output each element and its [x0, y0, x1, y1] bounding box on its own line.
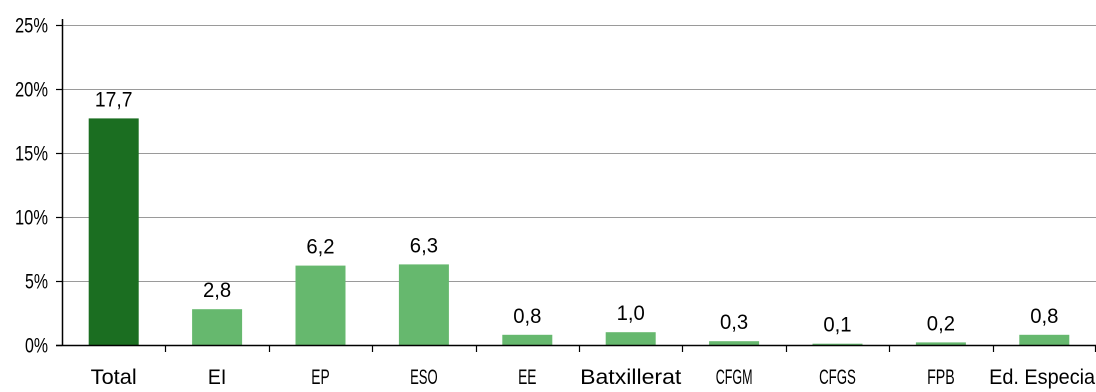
y-tick-label: 5% [25, 271, 48, 294]
x-tick-label: FPB [927, 366, 955, 389]
x-tick-label: Ed. Especial [989, 366, 1096, 389]
y-tick-label: 15% [15, 143, 48, 166]
x-tick-label: CFGM [716, 366, 753, 389]
data-label: 1,0 [617, 302, 645, 325]
x-tick-label: EP [311, 366, 329, 389]
x-tick-label: EI [208, 366, 226, 389]
x-tick-label: Batxillerat [580, 366, 681, 389]
data-label: 6,3 [410, 234, 438, 257]
data-label: 0,8 [513, 305, 541, 328]
bar-ep [295, 265, 346, 345]
data-label: 2,8 [203, 279, 231, 302]
bar-eso [398, 264, 449, 345]
bar-cfgm [709, 341, 760, 345]
bar-ed-especial [1019, 334, 1070, 345]
data-label: 6,2 [306, 236, 334, 259]
x-tick-label: ESO [410, 366, 438, 389]
data-label: 0,1 [823, 314, 851, 337]
data-label: 17,7 [95, 88, 133, 111]
data-label: 0,8 [1030, 305, 1058, 328]
y-tick-label: 20% [15, 79, 48, 102]
data-label: 0,3 [720, 311, 748, 334]
x-tick-label: CFGS [819, 366, 856, 389]
x-tick-label: Total [91, 366, 137, 389]
bar-cfgs [812, 343, 863, 345]
bar-fpb [915, 342, 966, 345]
bar-ei [192, 309, 243, 345]
bar-ee [502, 334, 553, 345]
data-label: 0,2 [927, 312, 955, 335]
bar-batxillerat [605, 332, 656, 345]
y-tick-label: 10% [15, 207, 48, 230]
bar-total [88, 118, 139, 346]
y-tick-label: 25% [15, 15, 48, 38]
x-tick-label: EE [518, 366, 536, 389]
y-tick-label: 0% [25, 335, 48, 358]
